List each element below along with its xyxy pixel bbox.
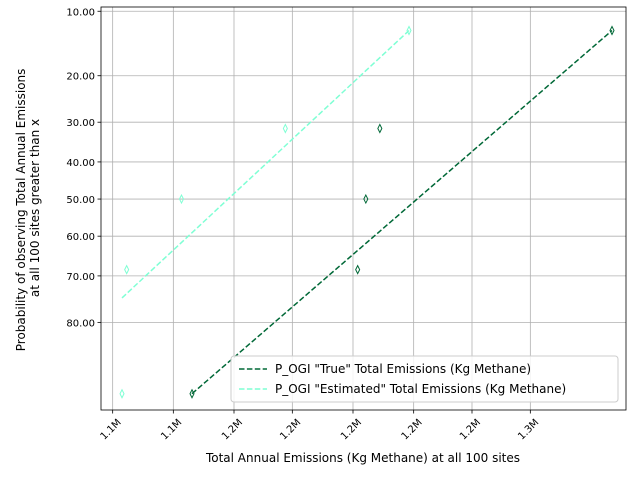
y-axis-label-line-1: Probability of observing Total Annual Em… — [14, 69, 28, 352]
legend-label-2: P_OGI "Estimated" Total Emissions (Kg Me… — [275, 382, 566, 396]
y-tick-label: 80.00 — [66, 318, 95, 329]
plot-frame — [100, 6, 627, 411]
series-1-line — [191, 29, 613, 395]
y-tick-label: 40.00 — [66, 158, 95, 169]
series-2 — [119, 25, 412, 399]
x-tick-label: 1.2M — [339, 417, 364, 442]
x-tick-label: 1.3M — [516, 417, 541, 442]
y-tick-label: 30.00 — [66, 118, 95, 129]
series-1-point — [363, 193, 369, 205]
series-1-point — [189, 388, 195, 399]
grid-lines — [101, 7, 626, 410]
series-2-point — [406, 25, 412, 36]
y-tick-label: 10.00 — [66, 7, 95, 18]
x-tick-label: 1.2M — [400, 417, 425, 442]
legend: P_OGI "True" Total Emissions (Kg Methane… — [230, 355, 619, 403]
x-tick-label: 1.1M — [159, 417, 184, 442]
y-axis-label: Probability of observing Total Annual Em… — [14, 65, 42, 351]
x-axis-label: Total Annual Emissions (Kg Methane) at a… — [205, 451, 520, 465]
series-1 — [189, 25, 615, 399]
series-1-point — [377, 123, 383, 134]
x-tick-label: 1.2M — [220, 417, 245, 442]
series-2-line — [121, 29, 410, 299]
series-2-point — [124, 264, 130, 275]
plot-series — [119, 25, 615, 399]
y-tick-label: 50.00 — [66, 195, 95, 206]
x-tick-label: 1.1M — [99, 417, 124, 442]
y-axis-label-line-2: at all 100 sites greater than x — [28, 119, 42, 297]
y-tick-label: 70.00 — [66, 272, 95, 283]
x-tick-label: 1.2M — [458, 417, 483, 442]
x-tick-label: 1.2M — [278, 417, 303, 442]
series-1-point — [609, 25, 615, 36]
legend-label-1: P_OGI "True" Total Emissions (Kg Methane… — [275, 362, 531, 376]
series-1-point — [355, 264, 361, 275]
series-2-point — [119, 388, 125, 399]
series-2-point — [178, 193, 185, 205]
series-2-point — [282, 123, 288, 134]
y-tick-label: 60.00 — [66, 232, 95, 243]
y-tick-label: 20.00 — [66, 72, 95, 83]
legend-box — [230, 355, 619, 403]
